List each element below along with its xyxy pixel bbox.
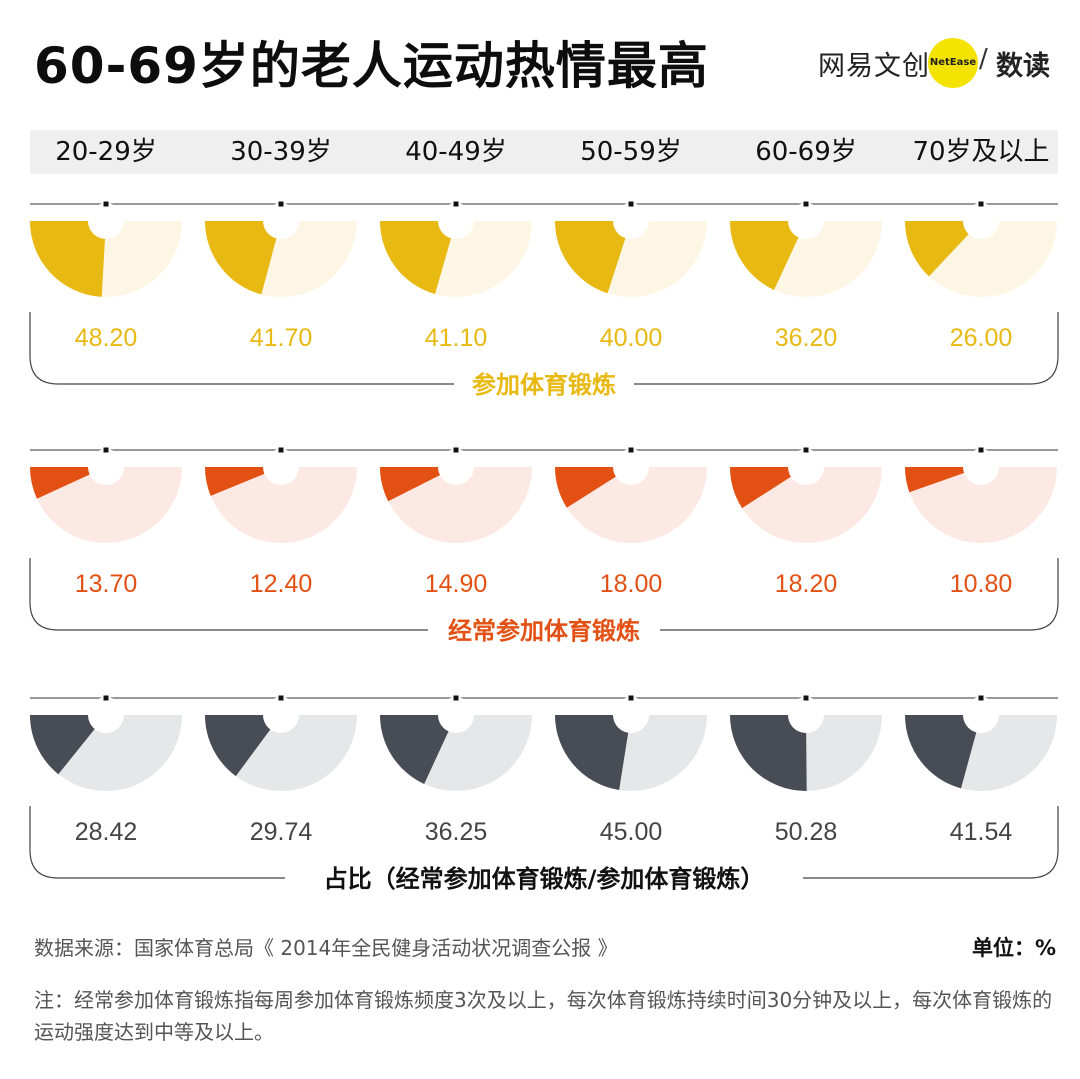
axis-tick-1-4 [803, 447, 809, 453]
value-label-1-1: 12.40 [250, 570, 313, 598]
logo-brand: 网易文创 [818, 51, 930, 82]
pie-hub-0-3 [613, 203, 649, 239]
pie-background-1-1 [205, 467, 357, 543]
value-label-0-0: 48.20 [75, 324, 138, 352]
value-label-2-2: 36.25 [425, 818, 488, 846]
pie-wedge-2-2 [380, 715, 456, 785]
pie-hub-2-4 [788, 697, 824, 733]
age-label-4: 60-69岁 [755, 137, 857, 167]
pie-wedge-2-0 [30, 715, 106, 775]
pie-hub-2-5 [963, 697, 999, 733]
axis-tick-1-3 [628, 447, 634, 453]
unit-label: 单位：% [971, 936, 1056, 960]
pie-hub-1-3 [613, 449, 649, 485]
netease-logo: 网易文创 NetEase / 数读 [818, 38, 1058, 88]
pie-wedge-1-0 [29, 467, 106, 499]
value-label-2-1: 29.74 [250, 818, 313, 846]
axis-tick-0-4 [803, 201, 809, 207]
value-label-0-3: 40.00 [600, 324, 663, 352]
data-source: 数据来源：国家体育总局《 2014年全民健身活动状况调查公报 》 [34, 936, 618, 960]
logo-slash: / [979, 44, 988, 74]
pie-hub-2-2 [438, 697, 474, 733]
pie-wedge-2-4 [730, 715, 807, 792]
value-label-2-5: 41.54 [950, 818, 1013, 846]
axis-tick-1-2 [453, 447, 459, 453]
value-label-1-0: 13.70 [75, 570, 138, 598]
value-label-2-3: 45.00 [600, 818, 663, 846]
pie-hub-2-3 [613, 697, 649, 733]
series-title-bg-1 [428, 612, 660, 648]
pie-hub-0-5 [963, 203, 999, 239]
pie-wedge-2-5 [905, 715, 981, 789]
axis-tick-0-2 [453, 201, 459, 207]
value-label-1-2: 14.90 [425, 570, 488, 598]
series-title-bg-2 [285, 860, 803, 896]
value-label-0-5: 26.00 [950, 324, 1013, 352]
axis-tick-1-1 [278, 447, 284, 453]
axis-tick-2-2 [453, 695, 459, 701]
axis-tick-0-0 [103, 201, 109, 207]
axis-tick-1-5 [978, 447, 984, 453]
axis-tick-0-5 [978, 201, 984, 207]
value-label-2-4: 50.28 [775, 818, 838, 846]
pie-wedge-0-0 [30, 221, 106, 297]
axis-tick-2-3 [628, 695, 634, 701]
axis-tick-2-0 [103, 695, 109, 701]
pie-hub-1-0 [88, 449, 124, 485]
value-label-0-2: 41.10 [425, 324, 488, 352]
axis-tick-1-0 [103, 447, 109, 453]
value-label-0-1: 41.70 [250, 324, 313, 352]
series-title-1: 经常参加体育锻炼 [448, 617, 640, 645]
age-header-bar [30, 130, 1058, 174]
pie-wedge-1-5 [905, 467, 981, 493]
pie-hub-1-2 [438, 449, 474, 485]
axis-tick-2-5 [978, 695, 984, 701]
age-label-3: 50-59岁 [580, 137, 682, 167]
pie-hub-1-4 [788, 449, 824, 485]
pie-hub-0-1 [263, 203, 299, 239]
pie-hub-1-1 [263, 449, 299, 485]
pie-wedge-1-3 [555, 467, 631, 508]
series-title-0: 参加体育锻炼 [472, 371, 616, 399]
value-label-2-0: 28.42 [75, 818, 138, 846]
value-label-0-4: 36.20 [775, 324, 838, 352]
pie-wedge-0-2 [380, 221, 456, 295]
axis-tick-2-1 [278, 695, 284, 701]
pie-wedge-1-1 [205, 467, 281, 496]
age-label-0: 20-29岁 [55, 137, 157, 167]
pie-wedge-0-5 [905, 221, 981, 277]
half-pie-chart: 48.20 41.70 41.10 40.00 36.20 26.00 参加体育锻炼 13.7… [29, 201, 1059, 896]
pie-hub-1-5 [963, 449, 999, 485]
age-label-2: 40-49岁 [405, 137, 507, 167]
age-label-5: 70岁及以上 [912, 137, 1050, 167]
pie-background-1-0 [30, 467, 182, 543]
logo-badge: NetEase [928, 38, 978, 88]
pie-hub-2-0 [88, 697, 124, 733]
series-title-bg-0 [454, 366, 634, 402]
pie-wedge-0-1 [205, 221, 281, 295]
pie-hub-2-1 [263, 697, 299, 733]
pie-wedge-1-2 [380, 467, 456, 502]
value-label-1-3: 18.00 [600, 570, 663, 598]
pie-wedge-2-1 [205, 715, 281, 777]
axis-tick-0-1 [278, 201, 284, 207]
pie-hub-0-4 [788, 203, 824, 239]
age-label-1: 30-39岁 [230, 137, 332, 167]
value-label-1-4: 18.20 [775, 570, 838, 598]
footnote: 注：经常参加体育锻炼指每周参加体育锻炼频度3次及以上，每次体育锻炼持续时间30分… [34, 988, 1053, 1044]
value-label-1-5: 10.80 [950, 570, 1013, 598]
pie-wedge-2-3 [555, 715, 631, 791]
pie-wedge-1-4 [730, 467, 806, 509]
page-title: 60-69岁的老人运动热情最高 [34, 37, 709, 95]
pie-background-1-5 [905, 467, 1057, 543]
series-title-2: 占比（经常参加体育锻炼/参加体育锻炼） [324, 865, 765, 893]
pie-hub-0-0 [88, 203, 124, 239]
axis-tick-0-3 [628, 201, 634, 207]
logo-sub: 数读 [996, 51, 1050, 82]
pie-hub-0-2 [438, 203, 474, 239]
axis-tick-2-4 [803, 695, 809, 701]
pie-wedge-0-4 [730, 221, 806, 290]
pie-wedge-0-3 [555, 221, 631, 294]
